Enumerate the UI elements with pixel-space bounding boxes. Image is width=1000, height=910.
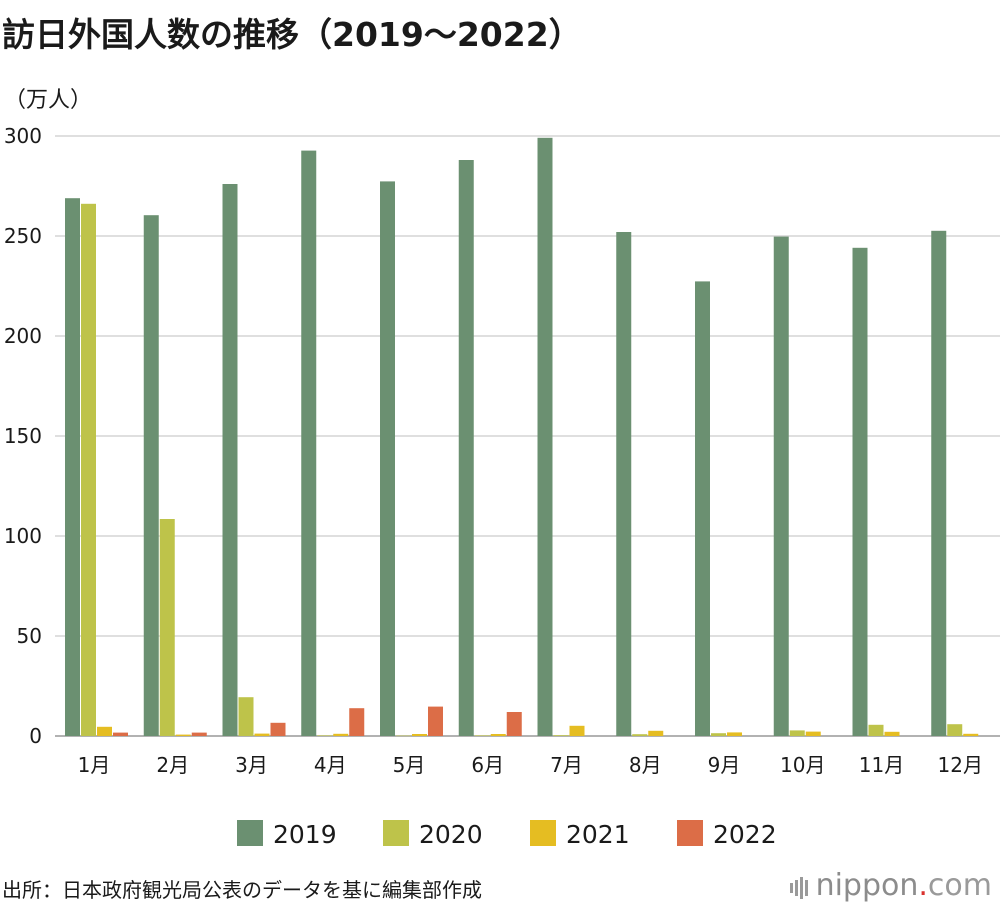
bar-2020-1: [81, 203, 96, 737]
bar-2019-12: [931, 230, 947, 737]
bar-2020-12: [947, 724, 963, 736]
bar-2021-10: [805, 731, 821, 736]
x-tick-label: 1月: [78, 753, 111, 777]
bar-2021-1: [97, 726, 112, 736]
bar-2020-2: [159, 519, 175, 736]
legend-swatch-2020: [383, 820, 409, 846]
y-tick-label: 0: [29, 724, 42, 748]
bar-2019-2: [143, 215, 159, 736]
bar-2020-11: [868, 724, 884, 736]
x-tick-label: 4月: [314, 753, 347, 777]
logo-text-suffix: com: [927, 868, 992, 903]
bar-2019-5: [380, 181, 395, 736]
bar-2021-12: [963, 733, 979, 736]
bar-2020-10: [789, 730, 805, 736]
bar-2022-2: [191, 732, 207, 736]
legend-label-2019: 2019: [273, 820, 337, 849]
bar-2021-7: [569, 725, 585, 736]
bar-2019-4: [301, 150, 317, 737]
bar-2019-6: [458, 160, 474, 736]
bar-2022-3: [270, 722, 286, 736]
chart-title: 訪日外国人数の推移（2019〜2022）: [2, 15, 582, 54]
bar-2019-10: [773, 236, 789, 736]
bar-2020-7: [553, 735, 569, 736]
bar-2021-8: [648, 730, 664, 736]
bar-2020-9: [711, 733, 726, 736]
bar-2019-3: [222, 184, 238, 736]
bar-2021-11: [884, 731, 900, 736]
bar-2020-3: [238, 697, 254, 736]
bar-2021-2: [175, 734, 191, 736]
y-tick-label: 200: [4, 324, 42, 348]
bar-2022-1: [113, 732, 128, 736]
bar-2020-5: [396, 735, 411, 737]
bar-2021-6: [490, 734, 506, 736]
bar-2021-4: [333, 733, 349, 736]
x-tick-label: 12月: [938, 753, 983, 777]
bar-chart: 0 50 100 150 200 250 300 1月 2月 3月 4月 5月 6月 7月 8月 9月 10月 1…: [4, 124, 1000, 849]
legend-swatch-2021: [530, 820, 556, 846]
bar-2019-8: [616, 232, 632, 736]
legend-label-2021: 2021: [566, 820, 630, 849]
bar-2019-1: [65, 198, 80, 736]
source-note: 出所：日本政府観光局公表のデータを基に編集部作成: [2, 878, 482, 902]
legend-label-2020: 2020: [419, 820, 483, 849]
x-tick-label: 8月: [629, 753, 662, 777]
y-tick-label: 150: [4, 424, 42, 448]
bar-2022-4: [349, 708, 365, 736]
x-tick-label: 3月: [235, 753, 268, 777]
bar-2020-4: [317, 735, 333, 736]
legend-swatch-2022: [677, 820, 703, 846]
y-tick-label: 250: [4, 224, 42, 248]
bar-2019-7: [537, 137, 553, 737]
x-tick-label: 7月: [550, 753, 583, 777]
bar-2021-9: [727, 732, 742, 736]
bar-2021-5: [412, 734, 427, 736]
x-tick-label: 5月: [393, 753, 426, 777]
x-tick-label: 2月: [156, 753, 189, 777]
y-tick-label: 50: [17, 624, 42, 648]
y-tick-label: 300: [4, 124, 42, 148]
legend-label-2022: 2022: [713, 820, 777, 849]
x-tick-label: 6月: [471, 753, 504, 777]
bar-2020-8: [632, 734, 648, 736]
x-tick-label: 11月: [859, 753, 904, 777]
bar-2020-6: [474, 735, 490, 736]
logo-dot: .: [918, 868, 928, 903]
bar-2022-6: [506, 712, 522, 736]
bar-2019-11: [852, 247, 868, 737]
legend-swatch-2019: [237, 820, 263, 846]
x-tick-label: 9月: [708, 753, 741, 777]
y-tick-label: 100: [4, 524, 42, 548]
bar-2019-9: [695, 281, 710, 736]
logo-text-main: nippon: [815, 868, 919, 903]
logo-bars-icon: [789, 869, 810, 904]
y-axis-unit: （万人）: [4, 88, 93, 113]
bar-2022-5: [428, 706, 443, 736]
x-tick-label: 10月: [780, 753, 825, 777]
nippon-logo: nippon.com: [789, 868, 992, 904]
bar-2021-3: [254, 733, 270, 736]
